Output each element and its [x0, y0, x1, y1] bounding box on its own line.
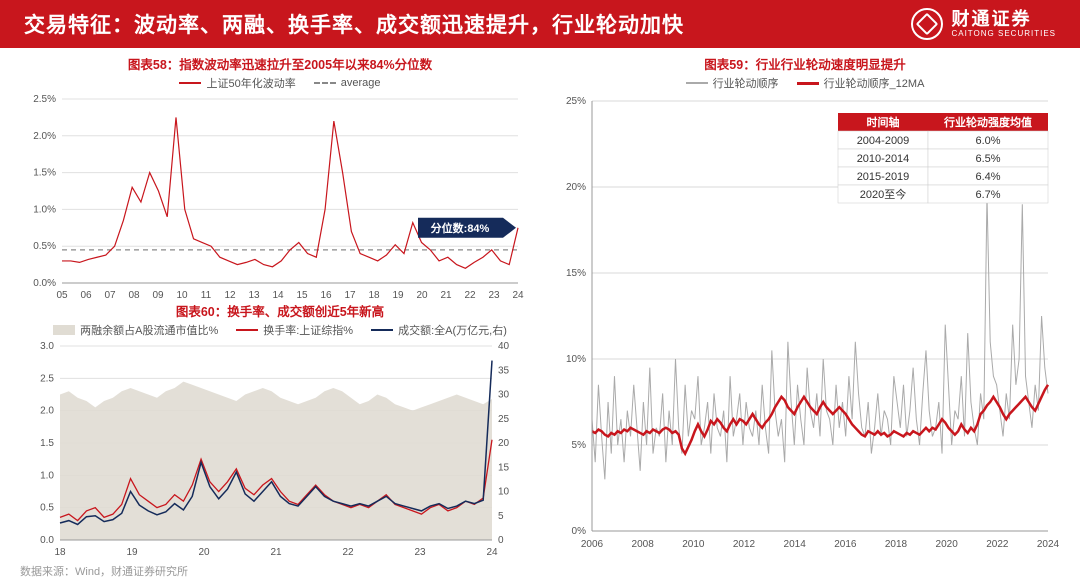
svg-text:3.0: 3.0: [40, 341, 54, 352]
svg-text:11: 11: [201, 290, 212, 301]
chart60-title: 图表60：换手率、成交额创近5年新高: [20, 301, 540, 320]
svg-text:10: 10: [176, 290, 188, 301]
svg-text:24: 24: [512, 290, 524, 301]
svg-text:16: 16: [320, 290, 332, 301]
svg-text:2.0: 2.0: [40, 406, 54, 417]
svg-text:时间轴: 时间轴: [867, 115, 900, 129]
svg-text:6.5%: 6.5%: [975, 153, 1000, 165]
chart59-legend-1: 行业轮动顺序_12MA: [824, 75, 925, 91]
chart60-legend: 两融余额占A股流通市值比% 换手率:上证综指% 成交额:全A(万亿元,右): [20, 322, 540, 338]
svg-text:2014: 2014: [784, 539, 807, 550]
svg-text:17: 17: [344, 290, 356, 301]
svg-text:2004-2009: 2004-2009: [857, 135, 910, 147]
svg-text:1.5%: 1.5%: [33, 168, 56, 179]
svg-text:0.0%: 0.0%: [33, 278, 56, 289]
svg-text:15%: 15%: [566, 268, 586, 279]
svg-text:06: 06: [80, 290, 92, 301]
svg-text:2010: 2010: [682, 539, 705, 550]
svg-text:2018: 2018: [885, 539, 908, 550]
svg-text:05: 05: [56, 290, 68, 301]
svg-text:2.5%: 2.5%: [33, 94, 56, 105]
svg-text:20%: 20%: [566, 182, 586, 193]
svg-text:12: 12: [224, 290, 236, 301]
svg-text:20: 20: [198, 547, 210, 558]
svg-text:0.5: 0.5: [40, 503, 54, 514]
svg-text:35: 35: [498, 365, 510, 376]
svg-text:15: 15: [498, 462, 510, 473]
svg-text:1.5: 1.5: [40, 438, 54, 449]
svg-text:0: 0: [498, 535, 504, 546]
chart60-legend-0: 两融余额占A股流通市值比%: [80, 322, 218, 338]
svg-text:2016: 2016: [834, 539, 857, 550]
svg-text:10%: 10%: [566, 354, 586, 365]
svg-text:22: 22: [342, 547, 354, 558]
svg-text:6.7%: 6.7%: [975, 189, 1000, 201]
svg-text:25%: 25%: [566, 96, 586, 107]
logo-icon: [911, 8, 943, 40]
svg-text:08: 08: [128, 290, 140, 301]
svg-text:0.0: 0.0: [40, 535, 54, 546]
svg-text:分位数:84%: 分位数:84%: [431, 221, 490, 235]
page-title: 交易特征：波动率、两融、换手率、成交额迅速提升，行业轮动加快: [24, 9, 684, 39]
svg-text:1.0%: 1.0%: [33, 204, 56, 215]
svg-text:15: 15: [296, 290, 308, 301]
svg-text:18: 18: [54, 547, 66, 558]
svg-text:2012: 2012: [733, 539, 756, 550]
svg-text:0.5%: 0.5%: [33, 241, 56, 252]
svg-text:10: 10: [498, 487, 510, 498]
svg-text:07: 07: [104, 290, 116, 301]
svg-text:2008: 2008: [632, 539, 655, 550]
svg-text:20: 20: [498, 438, 510, 449]
svg-text:14: 14: [272, 290, 284, 301]
svg-text:2010-2014: 2010-2014: [857, 153, 910, 165]
chart59-legend: 行业轮动顺序 行业轮动顺序_12MA: [550, 75, 1060, 91]
chart59-legend-0: 行业轮动顺序: [713, 75, 779, 91]
svg-text:2006: 2006: [581, 539, 604, 550]
svg-text:0%: 0%: [572, 526, 587, 537]
chart58-title: 图表58：指数波动率迅速拉升至2005年以来84%分位数: [20, 54, 540, 73]
svg-text:5%: 5%: [572, 440, 587, 451]
svg-text:13: 13: [248, 290, 260, 301]
svg-text:25: 25: [498, 414, 510, 425]
svg-text:40: 40: [498, 341, 510, 352]
svg-text:6.0%: 6.0%: [975, 135, 1000, 147]
chart59-title: 图表59：行业行业轮动速度明显提升: [550, 54, 1060, 73]
header-bar: 交易特征：波动率、两融、换手率、成交额迅速提升，行业轮动加快 财通证券 CAIT…: [0, 0, 1080, 48]
chart60-legend-1: 换手率:上证综指%: [263, 322, 353, 338]
logo-text-en: CAITONG SECURITIES: [951, 30, 1056, 38]
svg-text:2020: 2020: [936, 539, 959, 550]
logo-text-cn: 财通证券: [951, 10, 1056, 28]
svg-text:30: 30: [498, 390, 510, 401]
chart60: 0.0 0.5 1.0 1.5 2.0 2.5 3.0 0 5 10 15 20 25 30 35 40 18 1…: [20, 340, 530, 558]
svg-text:21: 21: [270, 547, 282, 558]
svg-text:23: 23: [488, 290, 500, 301]
svg-text:2.0%: 2.0%: [33, 131, 56, 142]
svg-text:2.5: 2.5: [40, 373, 54, 384]
svg-text:行业轮动强度均值: 行业轮动强度均值: [943, 115, 1032, 129]
svg-text:1.0: 1.0: [40, 470, 54, 481]
chart58-legend-0: 上证50年化波动率: [206, 75, 295, 91]
chart60-legend-2: 成交额:全A(万亿元,右): [398, 322, 507, 338]
chart58-legend-1: average: [341, 77, 381, 89]
svg-text:2022: 2022: [986, 539, 1009, 550]
chart59: 0% 5% 10% 15% 20% 25% 2006 2008 2010 2012 2014 2016…: [550, 93, 1060, 553]
svg-text:18: 18: [368, 290, 380, 301]
chart58-legend: 上证50年化波动率 average: [20, 75, 540, 91]
svg-text:2020至今: 2020至今: [860, 187, 906, 201]
svg-text:2024: 2024: [1037, 539, 1060, 550]
svg-text:09: 09: [152, 290, 164, 301]
svg-text:21: 21: [440, 290, 452, 301]
company-logo: 财通证券 CAITONG SECURITIES: [911, 8, 1056, 40]
data-source: 数据来源：Wind，财通证券研究所: [20, 563, 188, 579]
svg-text:2015-2019: 2015-2019: [857, 171, 910, 183]
svg-text:6.4%: 6.4%: [975, 171, 1000, 183]
svg-text:23: 23: [414, 547, 426, 558]
svg-text:22: 22: [464, 290, 476, 301]
svg-text:19: 19: [392, 290, 404, 301]
svg-text:24: 24: [486, 547, 498, 558]
svg-text:5: 5: [498, 511, 504, 522]
chart58: 0.0% 0.5% 1.0% 1.5% 2.0% 2.5% 05 06 07 08 09 10 11 12…: [20, 93, 530, 301]
svg-text:19: 19: [126, 547, 138, 558]
svg-text:20: 20: [416, 290, 428, 301]
